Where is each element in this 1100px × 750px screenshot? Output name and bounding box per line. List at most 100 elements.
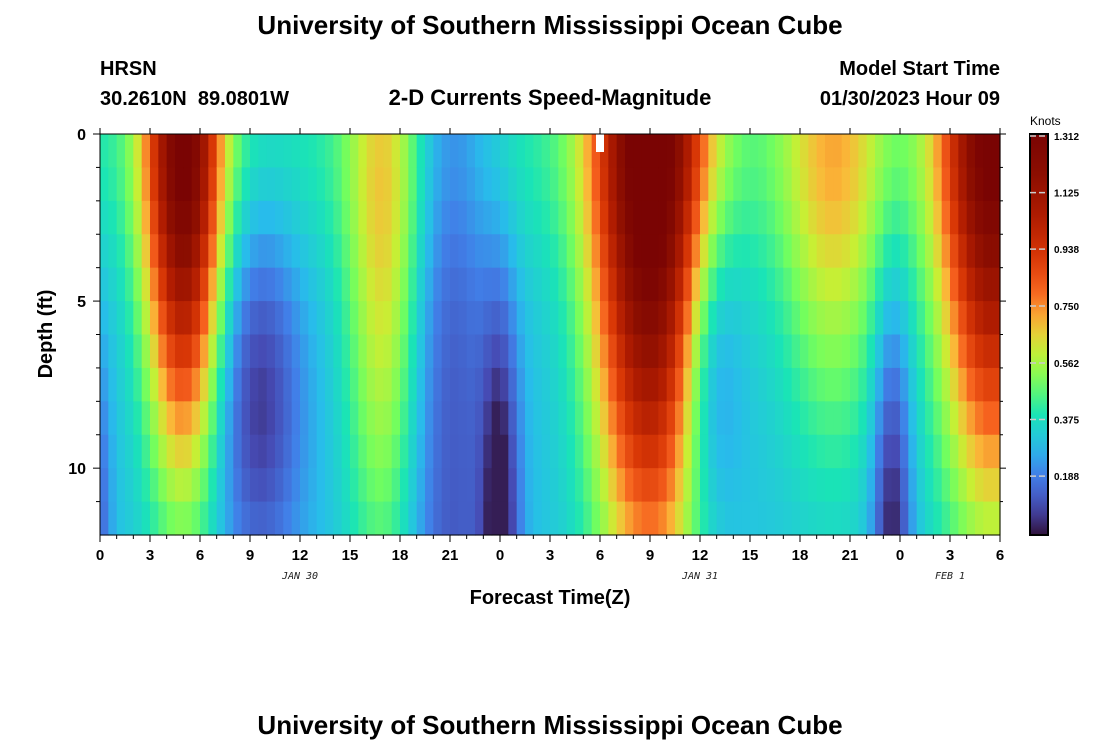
heatmap-cell: [658, 468, 668, 503]
heatmap-cell: [733, 234, 743, 269]
heatmap-cell: [633, 367, 643, 402]
heatmap-cell: [583, 401, 593, 436]
heatmap-cell: [100, 334, 109, 369]
heatmap-cell: [533, 134, 543, 169]
heatmap-cell: [683, 434, 693, 469]
heatmap-cell: [516, 367, 526, 402]
heatmap-cell: [233, 301, 243, 336]
heatmap-cell: [191, 267, 201, 302]
heatmap-cell: [575, 134, 584, 169]
chart-title: University of Southern Mississippi Ocean…: [257, 10, 842, 40]
heatmap-cell: [358, 501, 368, 536]
missing-data-marker: [596, 134, 604, 152]
heatmap-cell: [366, 468, 376, 503]
heatmap-cell: [975, 401, 984, 436]
heatmap-cell: [491, 468, 501, 503]
heatmap-cell: [858, 234, 868, 269]
heatmap-cell: [191, 200, 201, 235]
heatmap-cell: [250, 401, 259, 436]
heatmap-cell: [183, 468, 193, 503]
x-tick-label: 18: [792, 547, 809, 564]
heatmap-cell: [166, 468, 176, 503]
heatmap-cell: [450, 267, 459, 302]
heatmap-cell: [883, 434, 893, 469]
heatmap-cell: [933, 234, 943, 269]
heatmap-cell: [283, 134, 293, 169]
heatmap-cell: [483, 434, 493, 469]
heatmap-cell: [891, 334, 901, 369]
x-tick-label: 0: [96, 547, 104, 564]
heatmap-cell: [508, 401, 518, 436]
heatmap-cell: [658, 234, 668, 269]
heatmap-cell: [191, 468, 201, 503]
heatmap-cell: [375, 267, 384, 302]
heatmap-cell: [775, 134, 784, 169]
heatmap-cell: [350, 501, 359, 536]
heatmap-cell: [200, 334, 209, 369]
heatmap-cell: [675, 334, 684, 369]
heatmap-cell: [325, 301, 334, 336]
heatmap-cell: [708, 434, 718, 469]
heatmap-cell: [775, 167, 784, 202]
heatmap-cell: [683, 334, 693, 369]
heatmap-cell: [558, 200, 568, 235]
heatmap-cell: [341, 167, 351, 202]
heatmap-cell: [925, 267, 934, 302]
heatmap-cell: [600, 468, 609, 503]
heatmap-cell: [966, 401, 976, 436]
heatmap-cell: [741, 434, 751, 469]
heatmap-cell: [291, 334, 301, 369]
heatmap-cell: [425, 234, 434, 269]
heatmap-cell: [691, 267, 701, 302]
heatmap-cell: [325, 501, 334, 536]
heatmap-cell: [166, 401, 176, 436]
heatmap-cell: [158, 234, 168, 269]
heatmap-cell: [800, 367, 809, 402]
y-tick-label: 0: [77, 127, 86, 144]
heatmap-cell: [950, 501, 959, 536]
heatmap-cell: [366, 167, 376, 202]
heatmap-cell: [783, 234, 793, 269]
heatmap-cell: [208, 267, 218, 302]
heatmap-cell: [666, 334, 676, 369]
heatmap-cell: [350, 301, 359, 336]
heatmap-cell: [133, 401, 143, 436]
heatmap-cell: [650, 167, 659, 202]
heatmap-cell: [950, 334, 959, 369]
heatmap-cell: [183, 134, 193, 169]
heatmap-cell: [983, 301, 993, 336]
heatmap-cell: [725, 301, 734, 336]
heatmap-cell: [233, 167, 243, 202]
heatmap-cell: [700, 200, 709, 235]
heatmap-cell: [858, 167, 868, 202]
heatmap-cell: [191, 367, 201, 402]
heatmap-cell: [991, 401, 1001, 436]
heatmap-cell: [816, 367, 826, 402]
heatmap-cell: [233, 468, 243, 503]
heatmap-cell: [441, 234, 451, 269]
heatmap-cell: [708, 134, 718, 169]
heatmap-cell: [166, 267, 176, 302]
heatmap-cell: [733, 334, 743, 369]
heatmap-cell: [383, 167, 393, 202]
heatmap-cell: [300, 167, 309, 202]
heatmap-cell: [900, 200, 909, 235]
heatmap-cell: [208, 401, 218, 436]
heatmap-cell: [800, 167, 809, 202]
heatmap-cell: [183, 200, 193, 235]
heatmap-cell: [641, 401, 651, 436]
heatmap-cell: [650, 367, 659, 402]
heatmap-cell: [950, 267, 959, 302]
heatmap-cell: [675, 401, 684, 436]
chart-subtitle: 2-D Currents Speed-Magnitude: [389, 85, 712, 110]
heatmap-cell: [241, 468, 251, 503]
heatmap-cell: [366, 301, 376, 336]
heatmap-cell: [908, 501, 918, 536]
heatmap-cell: [341, 234, 351, 269]
heatmap-cell: [133, 167, 143, 202]
heatmap-cell: [458, 334, 468, 369]
heatmap-cell: [258, 434, 268, 469]
heatmap-cell: [500, 234, 509, 269]
model-start-value: 01/30/2023 Hour 09: [820, 88, 1000, 110]
heatmap-cell: [108, 301, 118, 336]
